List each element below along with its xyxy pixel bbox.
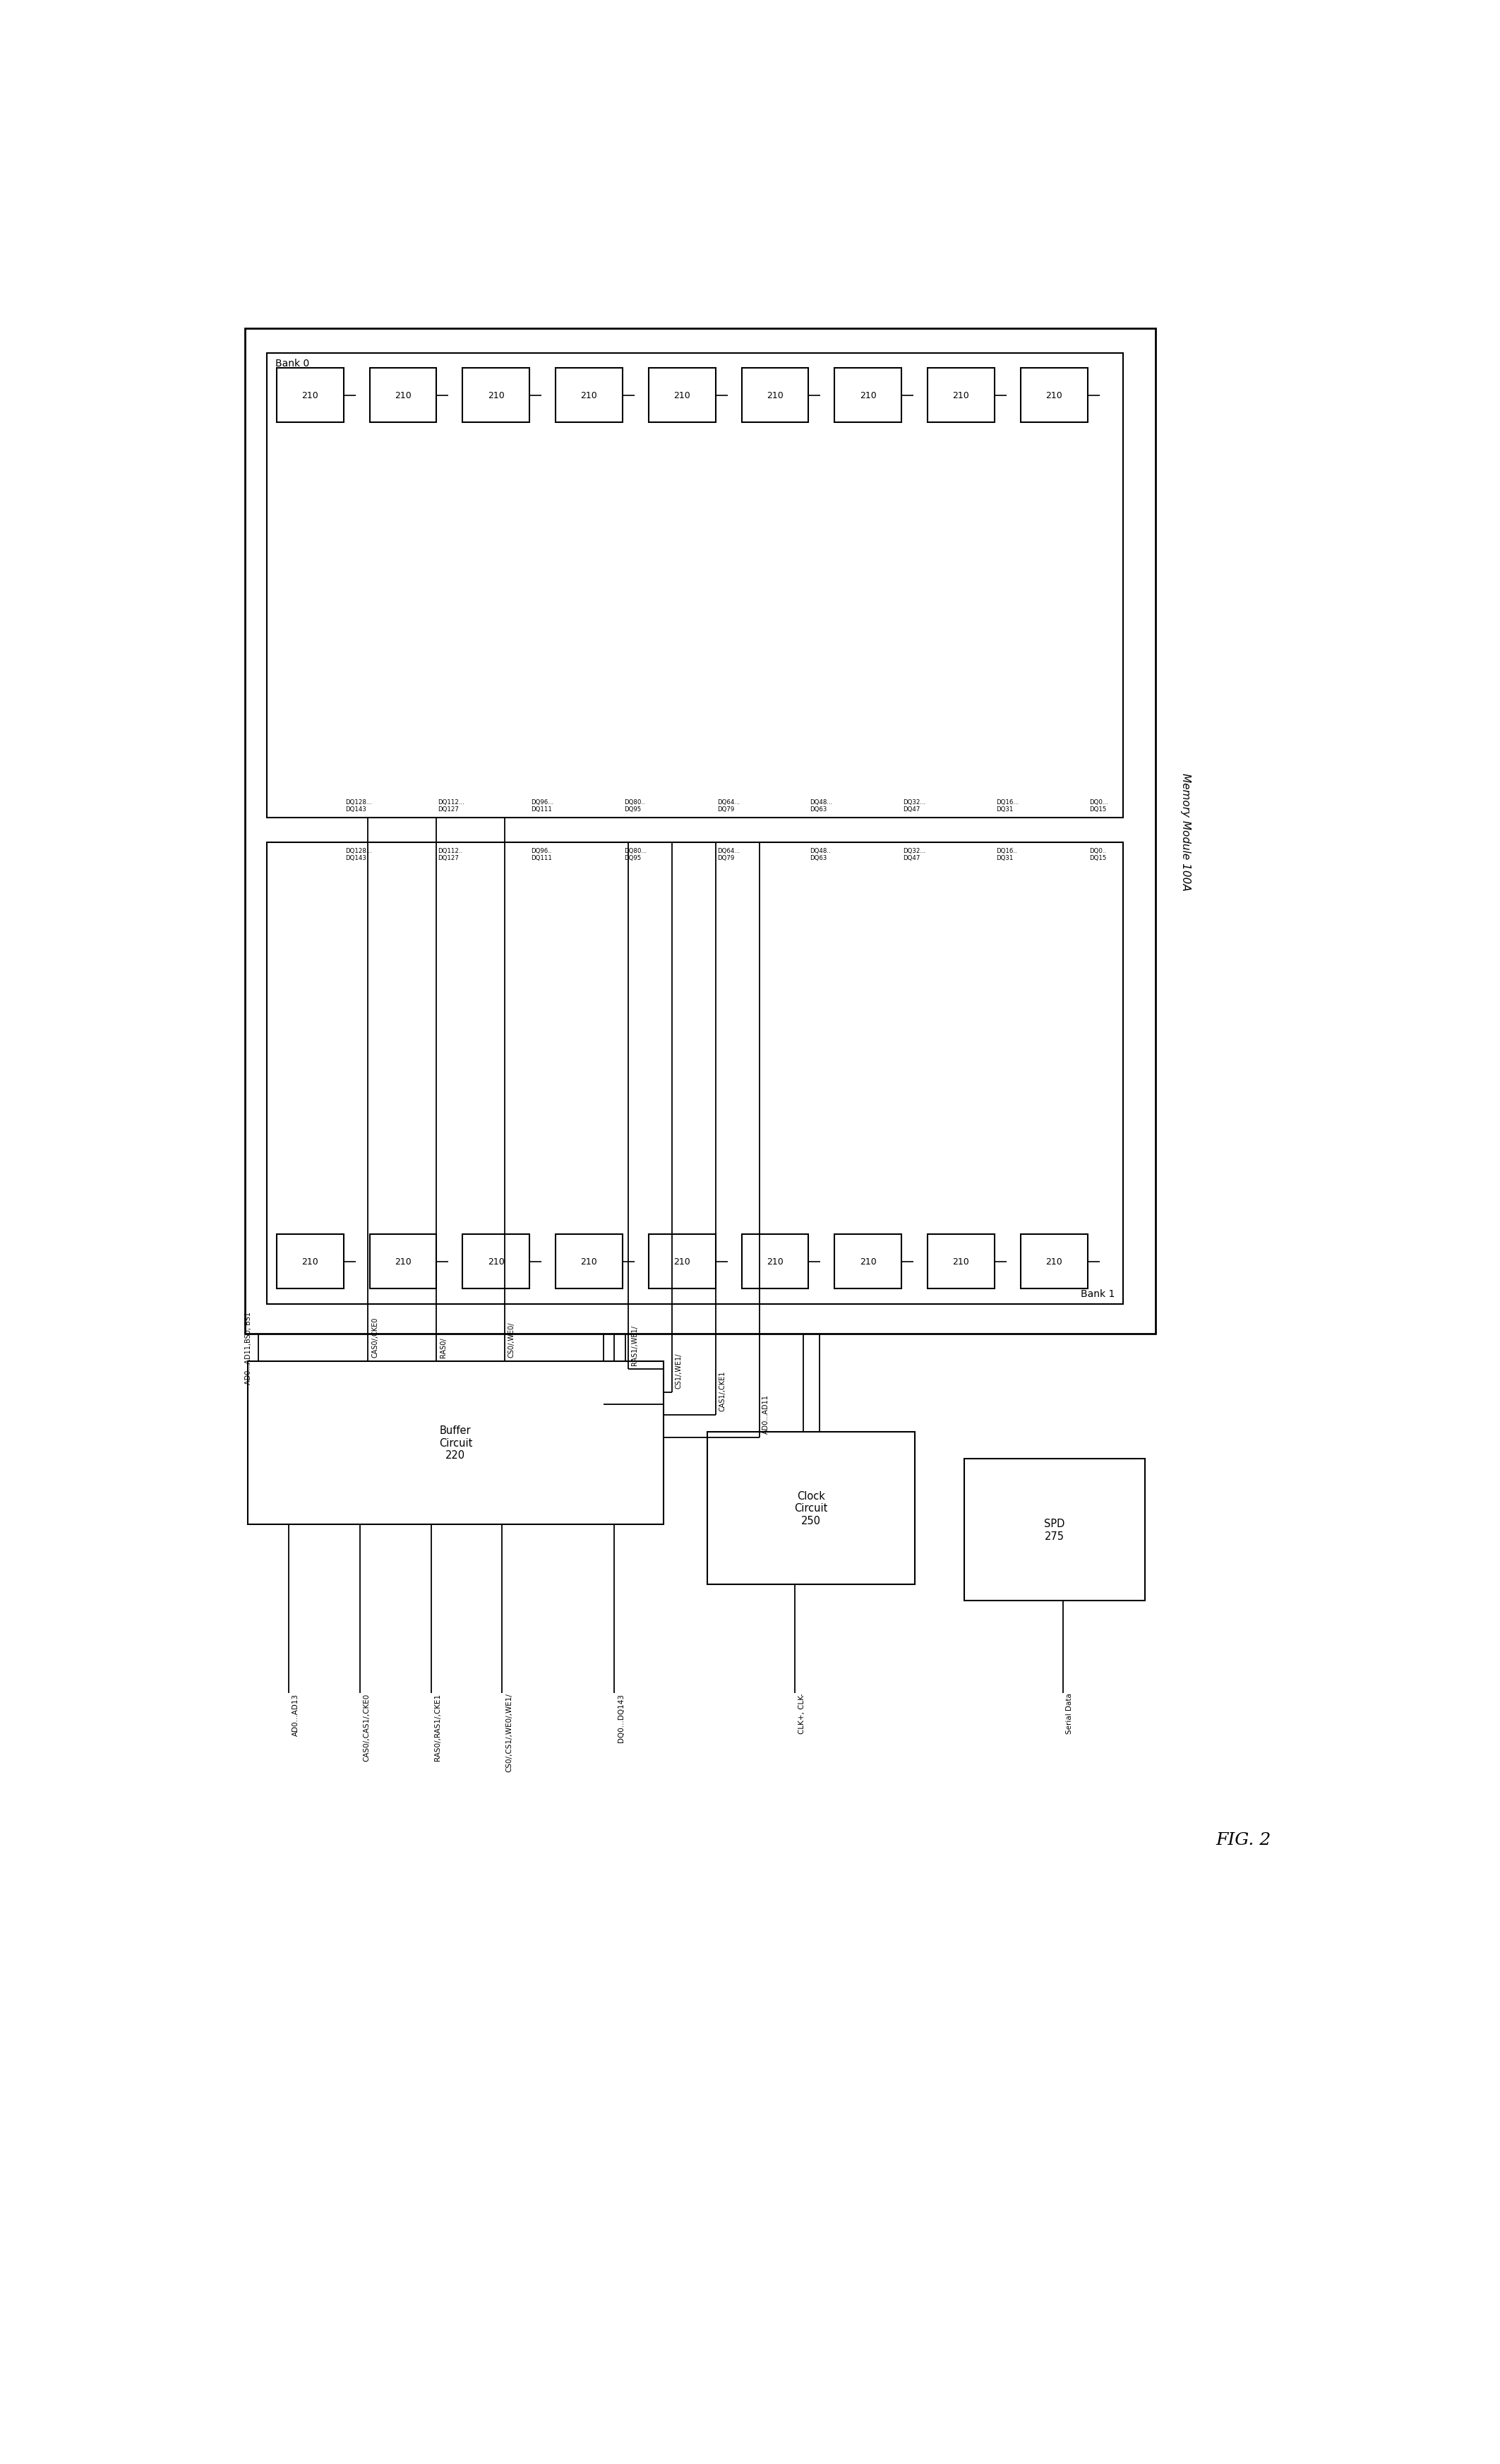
Text: Buffer
Circuit
220: Buffer Circuit 220 [440,1424,473,1461]
Text: 210: 210 [1046,1257,1062,1266]
FancyBboxPatch shape [276,370,344,424]
Text: 210: 210 [860,1257,876,1266]
Text: FIG. 2: FIG. 2 [1217,1831,1270,1848]
FancyBboxPatch shape [741,370,808,424]
FancyBboxPatch shape [555,1234,622,1289]
FancyBboxPatch shape [834,370,901,424]
FancyBboxPatch shape [834,1234,901,1289]
FancyBboxPatch shape [648,1234,716,1289]
Text: 210: 210 [953,1257,969,1266]
FancyBboxPatch shape [1020,1234,1088,1289]
Text: RAS0/: RAS0/ [440,1338,447,1358]
Text: Bank 1: Bank 1 [1080,1289,1114,1299]
FancyBboxPatch shape [245,328,1156,1335]
Text: CLK+, CLK-: CLK+, CLK- [798,1693,806,1735]
FancyBboxPatch shape [462,1234,530,1289]
Text: 210: 210 [394,1257,411,1266]
Text: RAS0/,RAS1/,CKE1: RAS0/,RAS1/,CKE1 [434,1693,441,1759]
Text: DQ32...
DQ47: DQ32... DQ47 [903,798,926,813]
Text: DQ80..
DQ95: DQ80.. DQ95 [624,798,645,813]
Text: CS0/,CS1/,WE0/,WE1/: CS0/,CS1/,WE0/,WE1/ [506,1693,513,1772]
Text: CAS0/,CAS1/,CKE0: CAS0/,CAS1/,CKE0 [363,1693,370,1762]
FancyBboxPatch shape [706,1432,915,1584]
Text: AD0...AD11,BS0, BS1: AD0...AD11,BS0, BS1 [245,1311,252,1385]
Text: DQ64...
DQ79: DQ64... DQ79 [717,798,740,813]
FancyBboxPatch shape [267,352,1124,818]
FancyBboxPatch shape [927,370,995,424]
Text: DQ16..
DQ31: DQ16.. DQ31 [996,848,1017,860]
Text: DQ128...
DQ143: DQ128... DQ143 [345,798,372,813]
Text: CS0/,WE0/: CS0/,WE0/ [509,1321,514,1358]
Text: 210: 210 [488,392,504,399]
Text: DQ112...
DQ127: DQ112... DQ127 [438,798,465,813]
Text: RAS1/,WE1/: RAS1/,WE1/ [632,1326,638,1365]
Text: 210: 210 [766,1257,783,1266]
Text: 210: 210 [302,1257,318,1266]
Text: CAS0/,CKE0: CAS0/,CKE0 [372,1316,378,1358]
Text: DQ32...
DQ47: DQ32... DQ47 [903,848,926,860]
Text: AD0...AD13: AD0...AD13 [292,1693,298,1735]
Text: 210: 210 [1046,392,1062,399]
FancyBboxPatch shape [369,1234,436,1289]
FancyBboxPatch shape [276,1234,344,1289]
Text: CAS1/,CKE1: CAS1/,CKE1 [718,1370,726,1412]
Text: DQ48...
DQ63: DQ48... DQ63 [810,798,832,813]
Text: Serial Data: Serial Data [1066,1693,1072,1735]
Text: DQ16...
DQ31: DQ16... DQ31 [996,798,1019,813]
Text: DQ80...
DQ95: DQ80... DQ95 [624,848,646,860]
FancyBboxPatch shape [248,1363,663,1525]
Text: Clock
Circuit
250: Clock Circuit 250 [795,1491,828,1525]
Text: CS1/,WE1/: CS1/,WE1/ [675,1353,682,1387]
Text: AD0...AD11: AD0...AD11 [762,1395,770,1434]
Text: DQ96..
DQ111: DQ96.. DQ111 [531,848,552,860]
Text: DQ64...
DQ79: DQ64... DQ79 [717,848,740,860]
Text: DQ112..
DQ127: DQ112.. DQ127 [438,848,464,860]
Text: Bank 0: Bank 0 [274,360,309,370]
FancyBboxPatch shape [927,1234,995,1289]
Text: SPD
275: SPD 275 [1044,1518,1065,1542]
FancyBboxPatch shape [741,1234,808,1289]
Text: DQ0...
DQ15: DQ0... DQ15 [1089,798,1108,813]
FancyBboxPatch shape [462,370,530,424]
FancyBboxPatch shape [555,370,622,424]
Text: Memory Module 100A: Memory Module 100A [1180,774,1191,890]
Text: 210: 210 [674,392,690,399]
Text: 210: 210 [953,392,969,399]
Text: 210: 210 [674,1257,690,1266]
Text: 210: 210 [580,392,597,399]
Text: 210: 210 [488,1257,504,1266]
FancyBboxPatch shape [369,370,436,424]
Text: DQ0...DQ143: DQ0...DQ143 [618,1693,624,1742]
Text: 210: 210 [302,392,318,399]
FancyBboxPatch shape [965,1459,1144,1602]
Text: 210: 210 [766,392,783,399]
Text: DQ48..
DQ63: DQ48.. DQ63 [810,848,831,860]
Text: 210: 210 [860,392,876,399]
FancyBboxPatch shape [648,370,716,424]
Text: DQ96...
DQ111: DQ96... DQ111 [531,798,554,813]
FancyBboxPatch shape [1020,370,1088,424]
Text: 210: 210 [580,1257,597,1266]
Text: DQ128...
DQ143: DQ128... DQ143 [345,848,372,860]
Text: 210: 210 [394,392,411,399]
Text: DQ0..
DQ15: DQ0.. DQ15 [1089,848,1107,860]
FancyBboxPatch shape [267,843,1124,1303]
